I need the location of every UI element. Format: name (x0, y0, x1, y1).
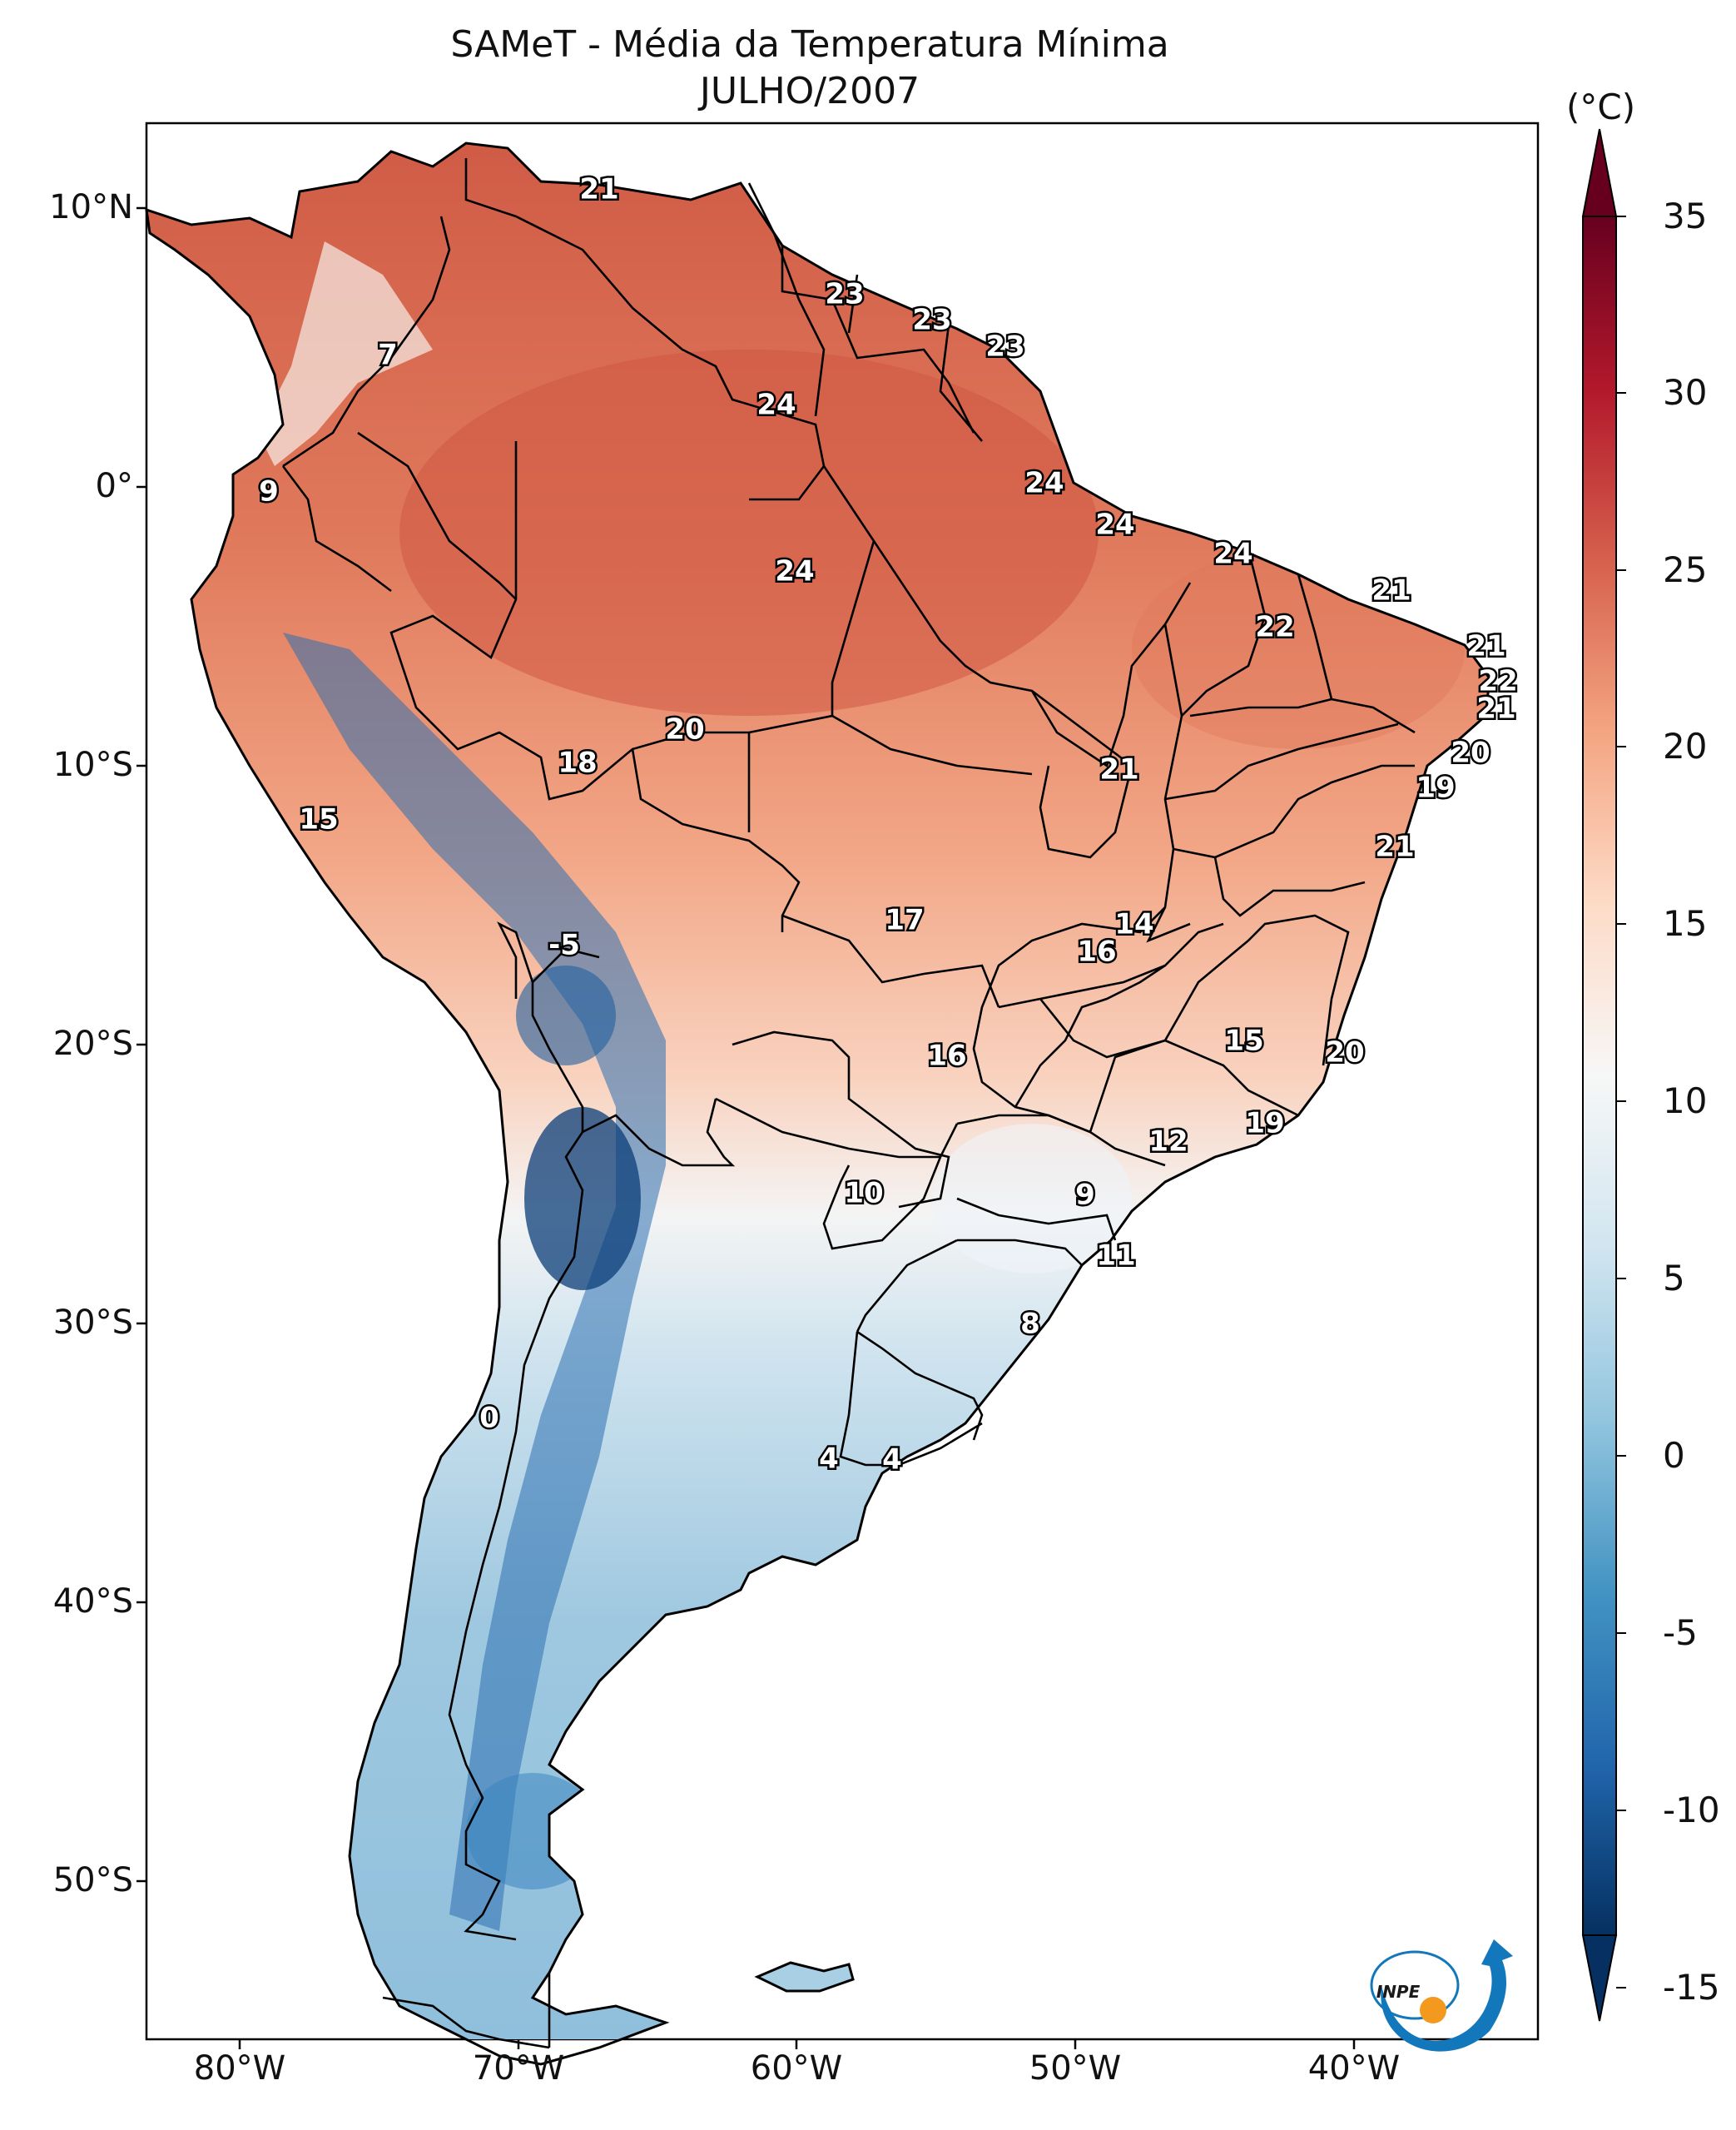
map-label: 9 (259, 475, 279, 509)
map-label: 23 (825, 278, 864, 311)
map-label: 21 (1476, 693, 1515, 726)
map-label: 9 (1075, 1179, 1095, 1212)
falkland-islands (754, 1961, 855, 1993)
lon-label: 70°W (472, 2049, 565, 2088)
colorbar-tick-label: 30 (1663, 372, 1708, 413)
map-label: 21 (1371, 574, 1411, 608)
map-label: 21 (1375, 831, 1414, 864)
map-label: 19 (1245, 1107, 1284, 1140)
colorbar-top-extension (1581, 128, 1618, 217)
borders (281, 158, 1416, 2049)
map-label: 17 (885, 904, 924, 937)
map-label: 7 (378, 339, 398, 372)
lat-label: 10°S (52, 746, 133, 784)
lat-label: 50°S (52, 1861, 133, 1899)
colorbar-tick-label: 35 (1663, 196, 1708, 236)
chart-subtitle: JULHO/2007 (699, 70, 920, 112)
map-label: 16 (927, 1040, 966, 1073)
map-label: 15 (299, 803, 338, 837)
map-label: 14 (1114, 908, 1153, 941)
map-label: 12 (1148, 1125, 1188, 1159)
map-label: 8 (1020, 1308, 1040, 1341)
colorbar-tick-label: -10 (1663, 1790, 1720, 1830)
logo-sun-icon (1420, 1997, 1446, 2023)
lat-label: 10°N (49, 188, 133, 226)
logo-orbit-icon (1370, 1950, 1460, 2020)
lat-label: 40°S (52, 1582, 133, 1621)
map-label: 23 (912, 304, 951, 337)
colorbar-bottom-extension (1581, 1934, 1618, 2022)
logo-text: INPE (1376, 1982, 1421, 2002)
chart-title: SAMeT - Média da Temperatura Mínima (450, 23, 1169, 66)
colorbar-tick-label: -5 (1663, 1612, 1698, 1653)
map-label: 21 (579, 173, 618, 206)
inpe-logo: INPE (1370, 1939, 1513, 2052)
lat-label: 0° (95, 467, 133, 505)
colorbar (1581, 128, 1626, 2022)
colorbar-tick-label: 25 (1663, 549, 1708, 590)
map-label: 20 (665, 713, 704, 747)
map-label: 20 (1451, 737, 1490, 770)
map-label: 22 (1255, 611, 1294, 644)
lon-label: 50°W (1029, 2049, 1122, 2088)
map-label: 20 (1325, 1036, 1364, 1070)
colorbar-tick-label: 15 (1663, 903, 1708, 944)
colorbar-unit: (°C) (1566, 87, 1636, 127)
map-label: 10 (844, 1177, 883, 1210)
map-label: 21 (1466, 630, 1505, 663)
lon-label: 40°W (1307, 2049, 1401, 2088)
map-label: 22 (1478, 665, 1517, 698)
logo-swoosh-icon (1381, 1939, 1513, 2052)
coastline (145, 142, 1491, 2066)
map-label: -5 (548, 929, 580, 962)
map-label: 24 (1095, 509, 1134, 542)
colorbar-tick-label: 5 (1663, 1258, 1685, 1298)
map-label: 24 (775, 555, 814, 588)
map-label: 16 (1077, 936, 1116, 969)
colorbar-tick-label: 10 (1663, 1080, 1708, 1121)
map-label: 24 (1024, 467, 1064, 500)
map-label: 23 (985, 330, 1024, 364)
map-label: 24 (756, 389, 796, 422)
colorbar-tick-label: 20 (1663, 726, 1708, 767)
map-label: 21 (1099, 753, 1138, 787)
map-label: 4 (882, 1443, 902, 1477)
map-label: 24 (1213, 538, 1252, 571)
map-label: 18 (558, 747, 597, 780)
map-label: 4 (819, 1442, 839, 1476)
lat-label: 20°S (52, 1025, 133, 1063)
map-label: 15 (1224, 1025, 1263, 1058)
contour-labels: 21 23 23 23 7 24 9 24 24 24 24 21 22 21 … (257, 171, 1520, 1478)
colorbar-tick-label: 0 (1663, 1435, 1685, 1476)
lon-label: 60°W (750, 2049, 843, 2088)
lat-label: 30°S (52, 1303, 133, 1342)
map-label: 11 (1096, 1239, 1135, 1273)
colorbar-body (1583, 216, 1616, 1935)
map-label: 19 (1416, 772, 1455, 805)
map-label: 0 (479, 1402, 499, 1435)
colorbar-tick-label: -15 (1663, 1967, 1720, 2008)
lon-label: 80°W (193, 2049, 286, 2088)
